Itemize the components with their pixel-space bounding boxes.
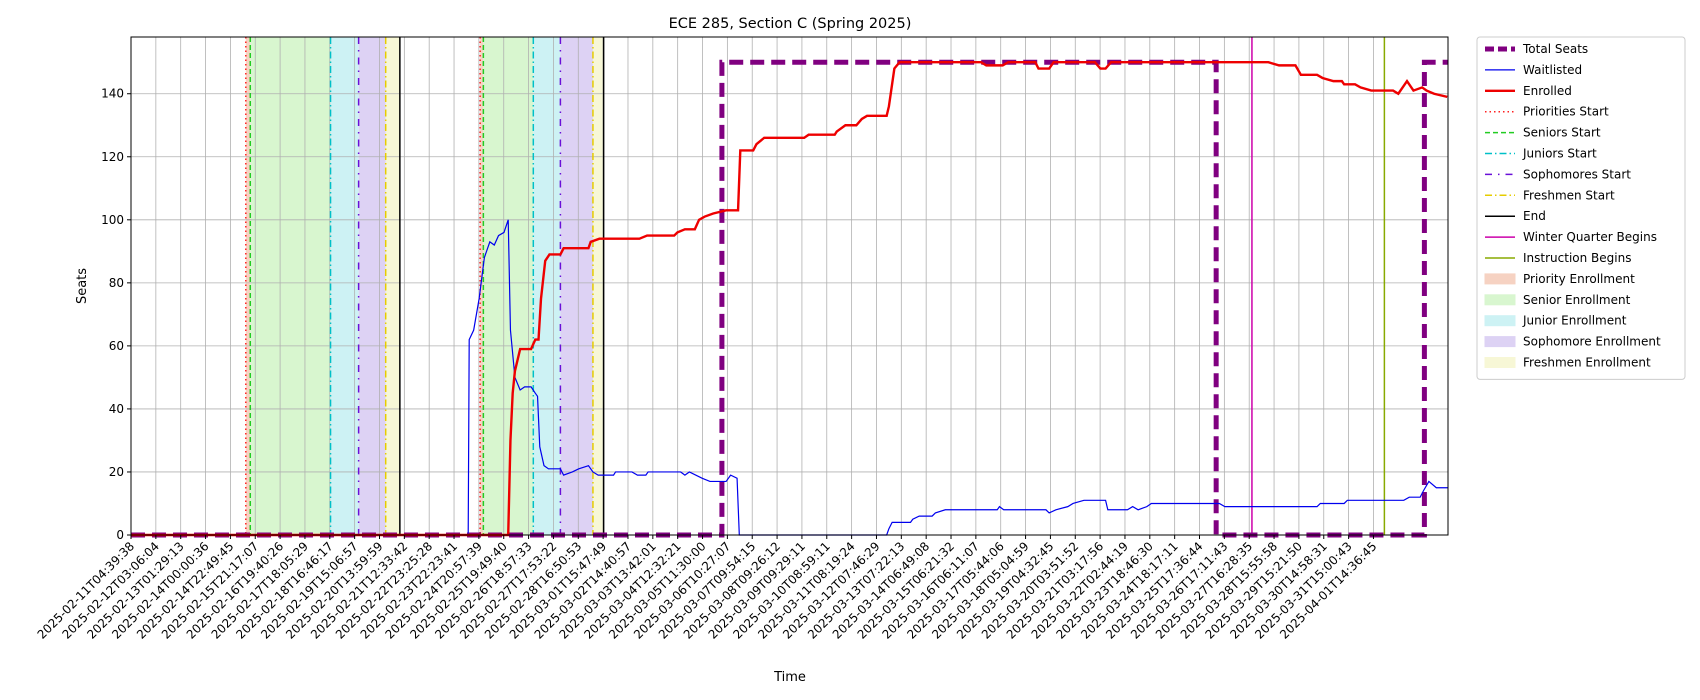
series-line <box>131 219 1448 536</box>
y-tick-label: 40 <box>109 402 124 416</box>
x-axis-label: Time <box>773 670 806 685</box>
y-tick-label: 100 <box>101 213 124 227</box>
enrollment-span <box>483 37 534 535</box>
plot-frame <box>130 36 1449 536</box>
chart-title: ECE 285, Section C (Spring 2025) <box>669 16 912 32</box>
legend-label: Sophomore Enrollment <box>1523 335 1661 349</box>
y-tick-label: 20 <box>109 465 124 479</box>
enrollment-span <box>533 37 561 535</box>
legend-label: Winter Quarter Begins <box>1523 230 1657 244</box>
legend-swatch <box>1484 294 1516 306</box>
legend-label: Waitlisted <box>1523 63 1582 77</box>
y-tick-label: 60 <box>109 339 124 353</box>
enrollment-span <box>330 37 359 535</box>
legend-label: Total Seats <box>1522 42 1588 56</box>
legend-swatch <box>1484 336 1516 348</box>
legend: Total Seats Waitlisted Enrolled Priorities … <box>1476 36 1686 380</box>
legend-label: Sophomores Start <box>1523 167 1631 181</box>
legend-label: Freshmen Enrollment <box>1523 356 1651 370</box>
enrollment-span <box>592 37 604 535</box>
legend-label: Instruction Begins <box>1523 251 1631 265</box>
enrollment-span <box>250 37 331 535</box>
legend-label: Senior Enrollment <box>1523 293 1631 307</box>
series-line <box>131 59 1448 538</box>
enrollment-span <box>358 37 386 535</box>
legend-frame <box>1476 36 1686 380</box>
legend-label: Enrolled <box>1523 84 1572 98</box>
legend-label: Priorities Start <box>1523 105 1609 119</box>
y-tick-label: 120 <box>101 150 124 164</box>
enrollment-span <box>560 37 593 535</box>
legend-label: Seniors Start <box>1523 126 1601 140</box>
y-tick-label: 80 <box>109 276 124 290</box>
plot-area <box>130 37 1448 538</box>
legend-label: Junior Enrollment <box>1522 314 1627 328</box>
series-line <box>131 61 1448 537</box>
legend-label: End <box>1523 209 1546 223</box>
legend-swatch <box>1484 357 1516 368</box>
legend-label: Priority Enrollment <box>1523 272 1635 286</box>
legend-swatch <box>1484 315 1516 327</box>
legend-swatch <box>1484 273 1516 285</box>
legend-label: Freshmen Start <box>1523 188 1615 202</box>
legend-label: Juniors Start <box>1522 147 1597 161</box>
enrollment-span <box>245 37 251 535</box>
y-tick-label: 0 <box>116 528 124 542</box>
enrollment-span <box>385 37 400 535</box>
y-axis-label: Seats <box>75 268 90 304</box>
enrollment-span <box>480 37 484 535</box>
y-tick-label: 140 <box>101 87 124 101</box>
